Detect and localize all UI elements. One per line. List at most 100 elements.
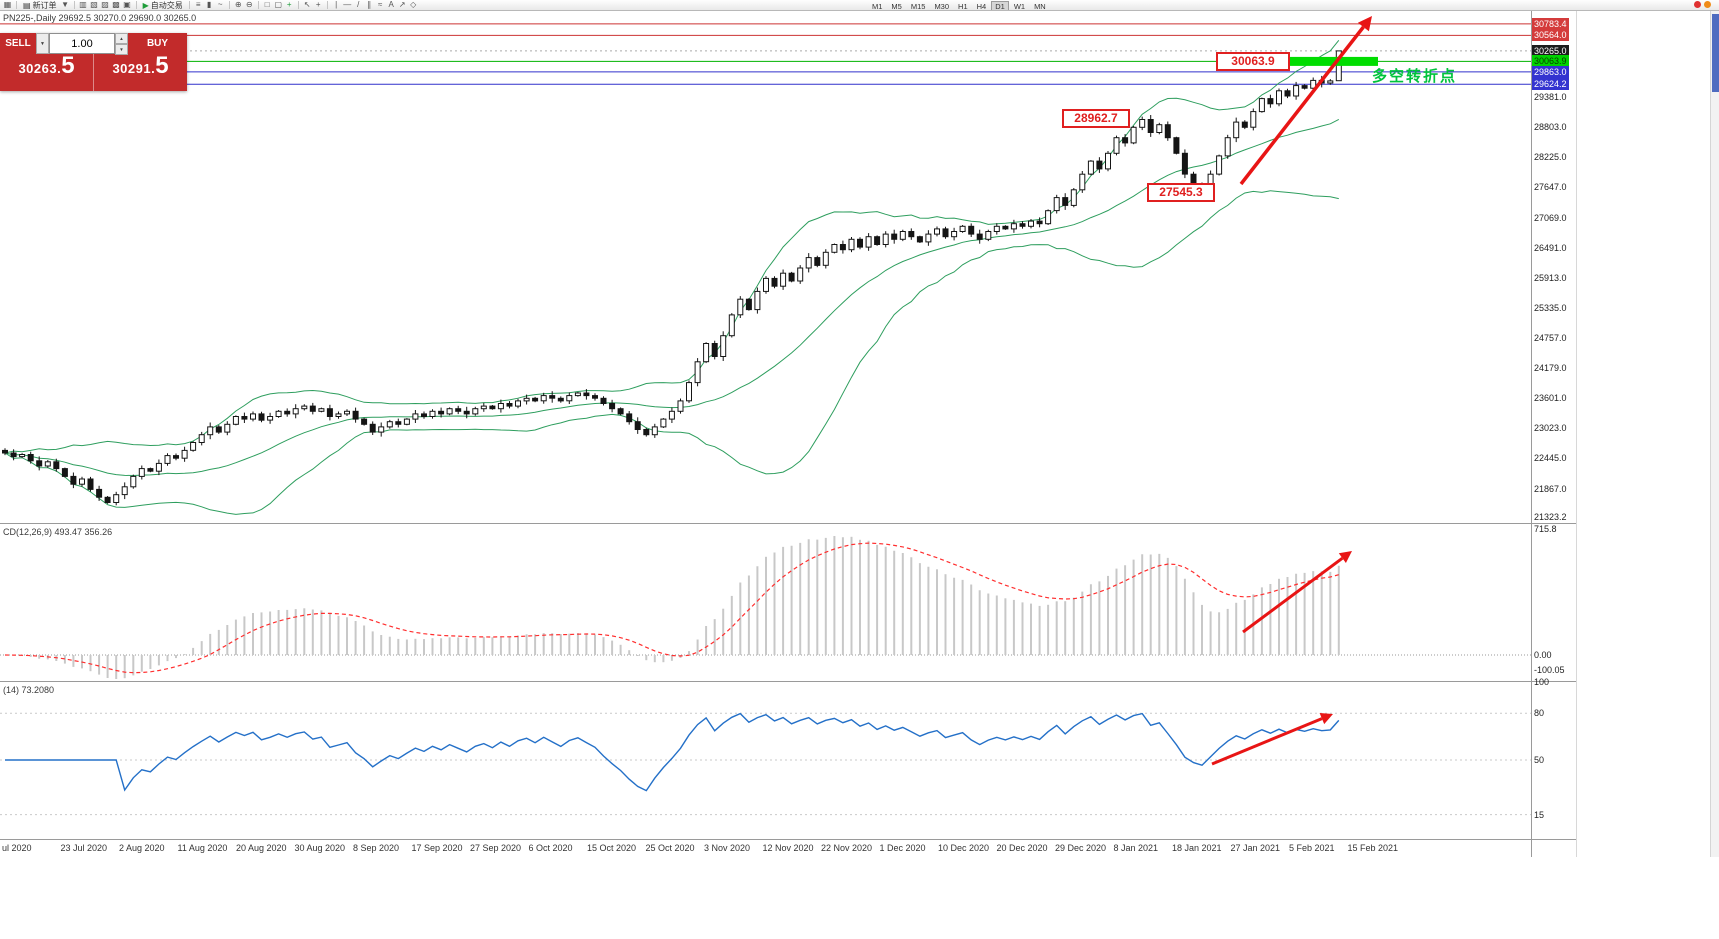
volume-input[interactable]: [49, 33, 115, 54]
date-label: 2 Aug 2020: [119, 843, 165, 853]
timeframe-d1[interactable]: D1: [991, 0, 1009, 10]
stepper-up-icon[interactable]: ▲: [115, 33, 128, 44]
timeframe-m30[interactable]: M30: [934, 1, 950, 11]
market-watch-icon: ▥: [79, 0, 87, 9]
panel-separator[interactable]: [0, 839, 1576, 840]
price-axis-label: 24757.0: [1534, 333, 1567, 343]
timeframe-h4[interactable]: H4: [976, 1, 987, 11]
horizontal-line-icon[interactable]: —: [342, 0, 353, 10]
macd-axis-label: 715.8: [1534, 524, 1557, 534]
sell-dropdown[interactable]: ▼: [36, 33, 49, 54]
auto-trading-icon: ▶: [142, 0, 149, 10]
macd-panel-canvas[interactable]: [0, 524, 1531, 681]
navigator-icon: ▨: [101, 0, 109, 9]
timeframe-mn[interactable]: MN: [1034, 1, 1046, 11]
price-callout[interactable]: 30063.9: [1216, 51, 1290, 71]
buy-price[interactable]: 30291. 5: [93, 54, 187, 91]
new-order-button[interactable]: ▤ 新订单: [20, 0, 60, 10]
timeframe-h1[interactable]: H1: [958, 1, 968, 11]
crosshair-icon[interactable]: +: [313, 0, 324, 10]
price-axis-label: 21323.2: [1534, 512, 1567, 522]
app-icon: ▦: [3, 0, 12, 9]
shapes-icon[interactable]: ◇: [408, 0, 419, 10]
market-watch-icon[interactable]: ▥: [78, 0, 89, 10]
date-label: 18 Jan 2021: [1172, 843, 1222, 853]
price-level-box: 29863.0: [1532, 65, 1569, 78]
price-level-box: 29624.2: [1532, 78, 1569, 91]
data-window-icon: ▧: [90, 0, 98, 9]
zoom-out-icon[interactable]: ⊖: [244, 0, 255, 10]
arrows-icon[interactable]: ↗: [397, 0, 408, 10]
line-chart-icon[interactable]: ~: [215, 0, 226, 10]
alert-icon[interactable]: [1694, 1, 1701, 8]
panel-separator[interactable]: [0, 523, 1576, 524]
timeframe-w1[interactable]: W1: [1013, 1, 1026, 11]
window-right-border: [1576, 11, 1577, 857]
main-chart-canvas[interactable]: [0, 11, 1531, 523]
panel-separator[interactable]: [0, 681, 1576, 682]
data-window-icon[interactable]: ▧: [89, 0, 100, 10]
indicators-add-icon[interactable]: +: [284, 0, 295, 10]
price-level-box: 30783.4: [1532, 17, 1569, 30]
cascade-windows-icon[interactable]: ▢: [273, 0, 284, 10]
zoom-in-icon[interactable]: ⊕: [233, 0, 244, 10]
date-label: ul 2020: [2, 843, 32, 853]
navigator-icon[interactable]: ▨: [100, 0, 111, 10]
price-level-box: 30063.9: [1532, 55, 1569, 68]
indicators-add-icon: +: [286, 0, 292, 9]
sell-button[interactable]: SELL: [0, 33, 36, 54]
date-label: 3 Nov 2020: [704, 843, 751, 853]
terminal-icon[interactable]: ▩: [111, 0, 122, 10]
scrollbar-thumb[interactable]: [1712, 14, 1719, 92]
stepper-down-icon[interactable]: ▼: [115, 44, 128, 55]
buy-button[interactable]: BUY: [128, 33, 187, 54]
tile-windows-icon: □: [264, 0, 270, 9]
toolbar-separator: [326, 1, 328, 9]
price-axis-label: 28803.0: [1534, 122, 1567, 133]
candlestick-chart-icon[interactable]: ▮: [204, 0, 215, 10]
price-level-box: 30564.0: [1532, 29, 1569, 42]
new-order-label: 新订单: [32, 0, 57, 10]
new-order-menu-icon: ▼: [61, 0, 70, 9]
date-label: 29 Dec 2020: [1055, 843, 1107, 853]
auto-trading-button[interactable]: ▶ 自动交易: [140, 0, 186, 10]
timeframe-m15[interactable]: M15: [910, 1, 926, 11]
app-icon[interactable]: ▦: [2, 0, 13, 10]
sell-price-main: 30263.: [18, 61, 62, 76]
text-icon[interactable]: A: [386, 0, 397, 10]
cursor-icon: ↖: [303, 0, 311, 9]
date-label: 27 Sep 2020: [470, 843, 522, 853]
timeframe-m1[interactable]: M1: [872, 1, 883, 11]
price-axis-label: 27069.0: [1534, 212, 1567, 223]
turning-point-note[interactable]: 多空转折点: [1372, 68, 1458, 86]
zoom-out-icon: ⊖: [245, 0, 253, 9]
shapes-icon: ◇: [410, 0, 417, 9]
text-icon: A: [388, 0, 394, 9]
new-order-icon: ▤: [23, 0, 31, 10]
price-callout[interactable]: 28962.7: [1062, 109, 1130, 129]
new-order-menu-icon[interactable]: ▼: [60, 0, 71, 10]
news-icon[interactable]: [1704, 1, 1711, 8]
cursor-icon[interactable]: ↖: [302, 0, 313, 10]
fibonacci-icon[interactable]: ≈: [375, 0, 386, 10]
tile-windows-icon[interactable]: □: [262, 0, 273, 10]
vertical-line-icon[interactable]: |: [331, 0, 342, 10]
chevron-down-icon: ▼: [40, 40, 45, 47]
timeframe-m5[interactable]: M5: [891, 1, 902, 11]
crosshair-icon: +: [315, 0, 321, 9]
strategy-tester-icon[interactable]: ▣: [122, 0, 133, 10]
rsi-axis-label: 100: [1534, 677, 1550, 687]
trendline-icon[interactable]: /: [353, 0, 364, 10]
vertical-scrollbar[interactable]: [1710, 11, 1719, 857]
rsi-axis-label: 15: [1534, 809, 1545, 820]
rsi-panel-canvas[interactable]: [0, 682, 1531, 839]
sell-price[interactable]: 30263. 5: [0, 54, 93, 91]
bar-chart-icon[interactable]: ≡: [193, 0, 204, 10]
date-label: 20 Aug 2020: [236, 843, 287, 853]
equidistant-channel-icon[interactable]: ∥: [364, 0, 375, 10]
price-callout[interactable]: 27545.3: [1147, 183, 1215, 203]
price-axis-label: 26491.0: [1534, 242, 1567, 253]
price-axis-label: 23023.0: [1534, 423, 1567, 434]
equidistant-channel-icon: ∥: [367, 0, 372, 9]
